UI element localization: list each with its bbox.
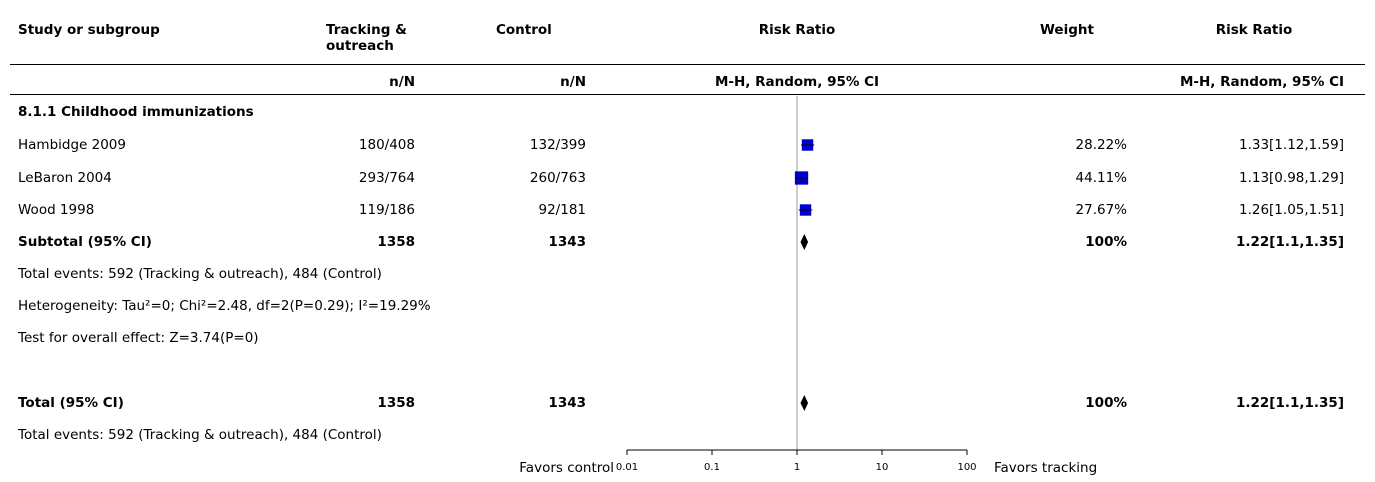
x-tick-label: 10 <box>876 462 889 473</box>
header-risk-ratio-plot: Risk Ratio <box>758 22 836 38</box>
x-tick-label: 1 <box>794 462 800 473</box>
overall-effect-text: Test for overall effect: Z=3.74(P=0) <box>18 330 259 346</box>
subheader-control: n/N <box>560 74 586 90</box>
total-label: Total (95% CI) <box>18 395 124 411</box>
favors-right-label: Favors tracking <box>994 460 1098 476</box>
subtotal-label: Subtotal (95% CI) <box>18 234 152 250</box>
total-exp: 1358 <box>377 395 415 411</box>
total-ctrl: 1343 <box>548 395 586 411</box>
subheader-method-plot: M-H, Random, 95% CI <box>714 74 880 90</box>
x-tick-label: 100 <box>957 462 976 473</box>
study-name: LeBaron 2004 <box>18 170 112 186</box>
study-rr: 1.26[1.05,1.51] <box>1238 202 1344 218</box>
subtotal-diamond <box>800 234 809 250</box>
favors-left-label: Favors control <box>519 460 614 476</box>
subtotal-ctrl: 1343 <box>548 234 586 250</box>
study-ctrl: 92/181 <box>538 202 587 218</box>
header-control: Control <box>496 22 552 38</box>
subheader-method-col: M-H, Random, 95% CI <box>1179 74 1344 90</box>
header-study: Study or subgroup <box>18 22 160 38</box>
study-ctrl: 260/763 <box>529 170 586 186</box>
study-exp: 119/186 <box>358 202 415 218</box>
subtotal-exp: 1358 <box>377 234 415 250</box>
header-experimental-line2: outreach <box>326 38 394 54</box>
subtotal-weight: 100% <box>1085 234 1127 250</box>
header-divider <box>10 64 1365 65</box>
study-weight: 28.22% <box>1075 137 1127 153</box>
header-experimental-line1: Tracking & <box>326 22 407 38</box>
header-risk-ratio-col: Risk Ratio <box>1215 22 1293 38</box>
total-weight: 100% <box>1085 395 1127 411</box>
study-exp: 293/764 <box>358 170 415 186</box>
heterogeneity-text: Heterogeneity: Tau²=0; Chi²=2.48, df=2(P… <box>18 298 431 314</box>
subheader-experimental: n/N <box>389 74 415 90</box>
study-weight: 27.67% <box>1075 202 1127 218</box>
x-tick-label: 0.01 <box>616 462 638 473</box>
subheader-divider <box>10 94 1365 95</box>
study-exp: 180/408 <box>358 137 415 153</box>
study-name: Wood 1998 <box>18 202 95 218</box>
study-rr: 1.33[1.12,1.59] <box>1238 137 1344 153</box>
subgroup-title: 8.1.1 Childhood immunizations <box>18 104 254 120</box>
total-rr: 1.22[1.1,1.35] <box>1236 395 1344 411</box>
study-rr: 1.13[0.98,1.29] <box>1238 170 1344 186</box>
subtotal-rr: 1.22[1.1,1.35] <box>1236 234 1344 250</box>
study-name: Hambidge 2009 <box>18 137 126 153</box>
study-ctrl: 132/399 <box>529 137 586 153</box>
total-diamond <box>800 395 809 411</box>
header-weight: Weight <box>1040 22 1094 38</box>
subtotal-events: Total events: 592 (Tracking & outreach),… <box>18 266 382 282</box>
study-weight: 44.11% <box>1075 170 1127 186</box>
x-tick-label: 0.1 <box>704 462 720 473</box>
total-events: Total events: 592 (Tracking & outreach),… <box>18 427 382 443</box>
